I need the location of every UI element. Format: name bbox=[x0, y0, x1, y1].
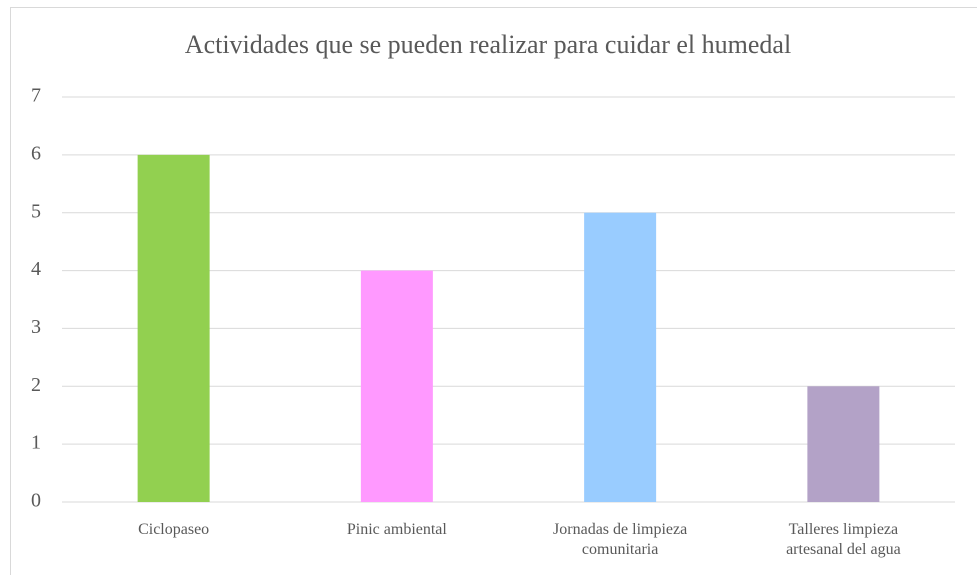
y-tick-label: 6 bbox=[31, 142, 41, 164]
x-tick-label: Jornadas de limpieza comunitaria bbox=[553, 521, 688, 558]
y-tick-label: 7 bbox=[31, 85, 41, 107]
bar bbox=[360, 270, 433, 502]
chart-title: Actividades que se pueden realizar para … bbox=[185, 30, 791, 59]
bar bbox=[584, 212, 657, 502]
y-tick-label: 4 bbox=[31, 258, 41, 280]
bar bbox=[137, 154, 210, 502]
bar bbox=[807, 386, 880, 502]
x-tick-label: Pinic ambiental bbox=[346, 521, 447, 538]
y-tick-label: 2 bbox=[31, 374, 41, 396]
y-tick-label: 0 bbox=[31, 490, 41, 512]
y-tick-label: 3 bbox=[31, 316, 41, 338]
x-tick-label: Talleres limpieza artesanal del agua bbox=[786, 521, 901, 558]
x-tick-label: Ciclopaseo bbox=[138, 521, 210, 538]
y-tick-label: 5 bbox=[31, 200, 41, 222]
y-tick-label: 1 bbox=[31, 432, 41, 454]
